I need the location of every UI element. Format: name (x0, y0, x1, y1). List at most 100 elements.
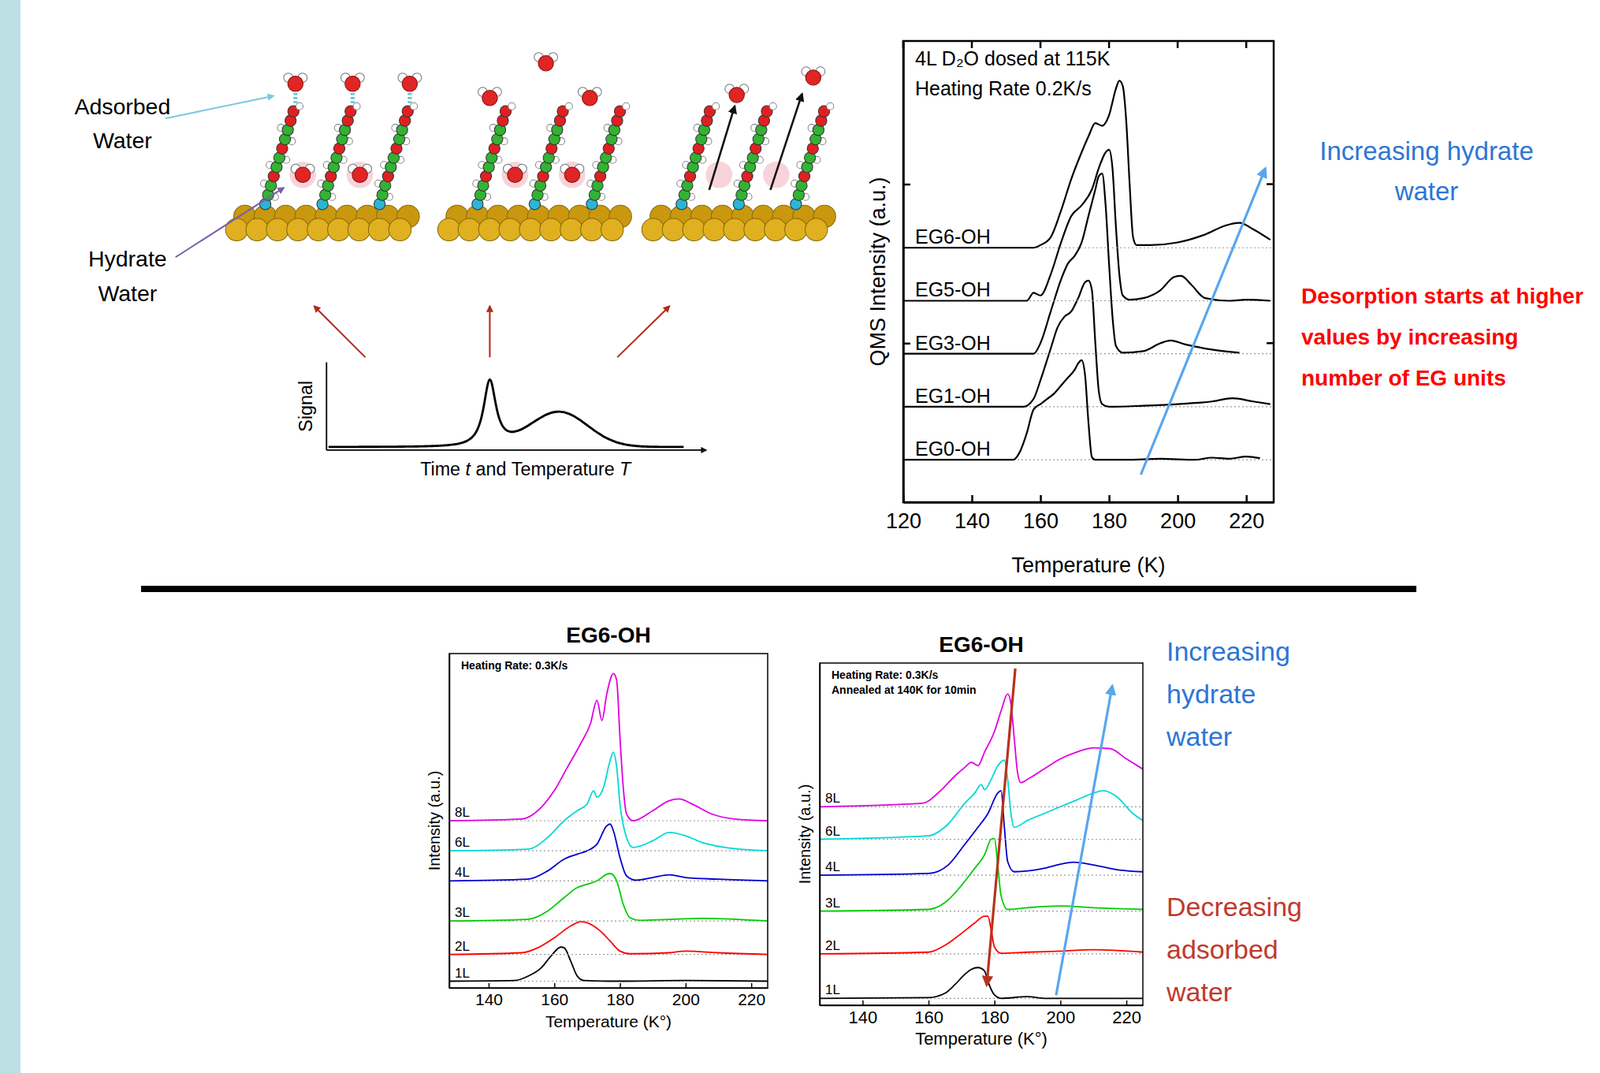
gold-atom (785, 218, 808, 241)
text-line: Water (93, 127, 153, 153)
signal-y-axis (325, 362, 328, 451)
gold-atom (478, 218, 501, 241)
series-label: 3L (825, 895, 841, 911)
oxygen-atom (805, 70, 821, 86)
tick-label: 180 (980, 1007, 1010, 1027)
oxygen-atom (482, 90, 498, 106)
tick-label: 200 (1160, 509, 1196, 533)
hydrogen-atom (296, 102, 304, 110)
text-line: hydrate (1166, 678, 1256, 709)
tick-mark-top (902, 40, 905, 49)
sam-chain (259, 102, 303, 210)
tick-mark (903, 183, 911, 187)
annotation: Increasinghydratewater (1165, 636, 1291, 752)
gold-atom (286, 218, 309, 241)
sam-chain (472, 102, 516, 210)
tick-label: 160 (540, 989, 569, 1009)
text-word: t (465, 458, 477, 480)
plot-frame (819, 662, 1143, 1005)
oxygen-atom (345, 76, 361, 92)
water-molecule (560, 163, 585, 183)
series-label: 8L (454, 804, 470, 820)
arrow (986, 668, 1016, 985)
arrow (709, 106, 735, 190)
arrow (770, 93, 802, 190)
text-line: Desorption starts at higher (1301, 283, 1584, 309)
gold-atom (388, 218, 411, 241)
hydrogen-bond (293, 90, 298, 104)
sam-chain (373, 102, 417, 210)
x-axis: 140160180200220 (820, 1000, 1144, 1027)
gold-atom (307, 218, 330, 241)
gold-atom (662, 218, 685, 241)
hydrogen-atom (826, 102, 834, 110)
plot-note: Heating Rate 0.2K/s (915, 77, 1092, 100)
tick-mark-right (1266, 182, 1274, 186)
x-axis-tick: 220 (1228, 494, 1265, 533)
gold-atom (744, 218, 767, 241)
y-axis-line (902, 41, 905, 503)
tick-label: 220 (737, 989, 766, 1009)
water-molecule (340, 73, 365, 92)
x-axis-tick: 180 (1091, 494, 1128, 533)
chart-title: EG6-OH (565, 622, 651, 648)
signal-curve (328, 379, 685, 447)
separator (141, 585, 1417, 592)
series-label: 2L (825, 937, 841, 953)
tick-label: 140 (475, 989, 503, 1009)
y-axis (903, 41, 911, 503)
water-molecule (801, 66, 826, 86)
tick-label: 160 (1023, 509, 1059, 533)
trace-line (819, 967, 1143, 998)
water-molecule (290, 163, 315, 183)
gold-atom (682, 218, 705, 241)
chart: 140160180200220Temperature (K°)Intensity… (796, 632, 1303, 1049)
gold-atom (498, 218, 521, 241)
tick-mark (751, 982, 753, 988)
tick-label: 140 (848, 1007, 879, 1027)
tick-mark (903, 342, 911, 346)
x-axis-tick: 160 (1023, 494, 1059, 533)
baseline (819, 806, 1143, 808)
trace-line (903, 80, 1271, 248)
text-line: number of EG units (1301, 365, 1507, 391)
x-axis-tick: 180 (606, 982, 635, 1009)
arrow (488, 305, 491, 358)
arrow (175, 187, 284, 257)
tick-mark (1108, 494, 1111, 503)
y-axis-tick (903, 184, 911, 186)
plot-note: Annealed at 140K for 10min (831, 683, 977, 696)
text-word: and (475, 458, 511, 480)
y-axis (449, 654, 451, 989)
arrow (617, 305, 670, 358)
text-line: water (1165, 976, 1232, 1007)
molecule-cartoon (437, 52, 632, 242)
trace-line (449, 823, 768, 881)
molecule-cartoon (641, 66, 836, 242)
hydrogen-atom (622, 102, 630, 110)
hydrogen-bond (350, 90, 355, 104)
schematic-label: AdsorbedWater (74, 93, 171, 153)
y-axis-line (449, 654, 451, 989)
x-axis-tick: 160 (540, 982, 569, 1009)
sam-chain (586, 102, 630, 210)
water-molecule (503, 163, 528, 183)
hydrogen-atom (508, 102, 516, 110)
water-molecule (725, 84, 749, 103)
tick-label: 120 (885, 509, 922, 533)
water-molecule (348, 163, 373, 183)
oxygen-atom (401, 76, 417, 92)
tick-mark (1176, 494, 1180, 503)
tick-mark (1245, 494, 1248, 503)
series-label: 6L (825, 823, 841, 839)
water-molecule (398, 73, 422, 92)
tick-mark (1039, 494, 1042, 503)
x-axis-tick: 200 (1046, 1000, 1076, 1027)
gold-atom (519, 218, 542, 241)
plot-note: 4L D₂O dosed at 115K (915, 47, 1111, 70)
arrow (1140, 168, 1266, 475)
series-label: EG3-OH (915, 331, 991, 354)
series-label: 3L (454, 904, 470, 920)
signal-ylabel: Signal (295, 380, 317, 432)
x-axis-tick: 220 (737, 982, 766, 1009)
